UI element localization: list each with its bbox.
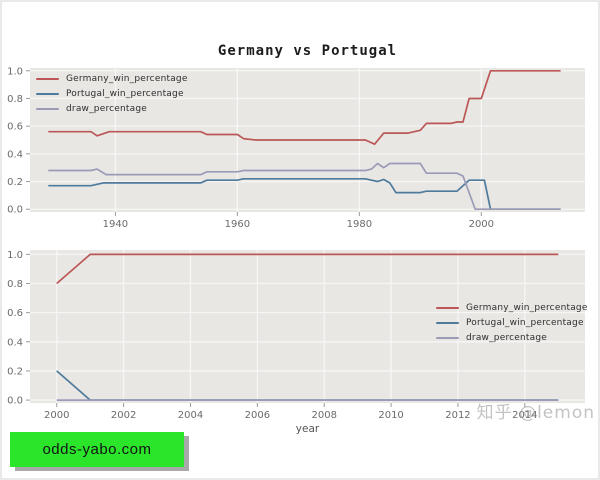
legend-label: draw_percentage [66,103,148,114]
x-tick-label: 2004 [178,410,203,421]
x-tick-label: 2000 [469,219,494,230]
x-tick-label: 2006 [245,410,270,421]
y-tick-label: 0.6 [7,308,23,319]
bottom-chart-plot-area: 0.0 0.2 0.4 0.6 0.8 1.0 2000 2002 2004 2006 2008 20… [7,250,585,435]
odds-yabo-watermark-badge: odds-yabo.com [10,432,184,467]
legend-item: draw_percentage [436,330,588,345]
legend-label: Germany_win_percentage [66,73,188,84]
y-tick-label: 0.2 [7,366,23,377]
germany-win-percentage-line [56,253,559,285]
x-tick-label: 2012 [445,410,470,421]
legend-item: draw_percentage [36,101,188,116]
y-tick-label: 0.8 [7,94,23,105]
portugal-win-percentage-line [48,177,561,211]
legend-label: draw_percentage [466,332,548,343]
legend-item: Portugal_win_percentage [36,86,188,101]
top-chart-plot-area: 0.0 0.2 0.4 0.6 0.8 1.0 1940 1960 1980 2000 [7,66,585,230]
legend-item: Portugal_win_percentage [436,315,588,330]
legend-item: Germany_win_percentage [436,300,588,315]
y-tick-label: 0.0 [7,396,23,407]
y-tick-label: 0.8 [7,279,23,290]
germany-win-percentage-line [48,69,561,146]
x-axis-label: year [296,423,320,435]
legend-line-swatch [436,306,459,309]
y-tick-label: 0.2 [7,177,23,188]
chart-title: Germany vs Portugal [217,43,398,59]
y-tick-label: 0.6 [7,122,23,133]
legend-line-swatch [436,336,459,339]
x-tick-label: 1980 [347,219,372,230]
plot-panel [30,250,585,403]
x-tick-label: 2000 [44,410,69,421]
zhihu-watermark: 知乎 @lemon [476,403,595,423]
x-tick-label: 2010 [378,410,403,421]
x-tick-label: 2008 [311,410,336,421]
top-chart-legend: Germany_win_percentage Portugal_win_perce… [36,71,188,116]
y-tick-label: 0.0 [7,205,23,216]
y-tick-label: 0.4 [7,337,23,348]
x-tick-label: 2002 [111,410,136,421]
y-tick-label: 0.4 [7,149,23,160]
legend-line-swatch [436,321,459,324]
x-tick-label: 2014 [512,410,537,421]
bottom-chart: 0.0 0.2 0.4 0.6 0.8 1.0 2000 2002 2004 2006 2008 20… [0,240,600,440]
bottom-chart-legend: Germany_win_percentage Portugal_win_perce… [436,300,588,345]
legend-label: Portugal_win_percentage [66,88,184,99]
legend-label: Portugal_win_percentage [466,317,584,328]
draw-percentage-line [48,162,561,211]
y-tick-label: 1.0 [7,66,23,77]
y-tick-label: 1.0 [7,250,23,261]
legend-line-swatch [36,92,59,95]
legend-label: Germany_win_percentage [466,302,588,313]
x-tick-label: 1960 [225,219,250,230]
x-tick-label: 1940 [103,219,128,230]
legend-item: Germany_win_percentage [36,71,188,86]
legend-line-swatch [36,77,59,80]
legend-line-swatch [36,107,59,110]
top-chart: 0.0 0.2 0.4 0.6 0.8 1.0 1940 1960 1980 2000 Germa… [0,40,600,240]
